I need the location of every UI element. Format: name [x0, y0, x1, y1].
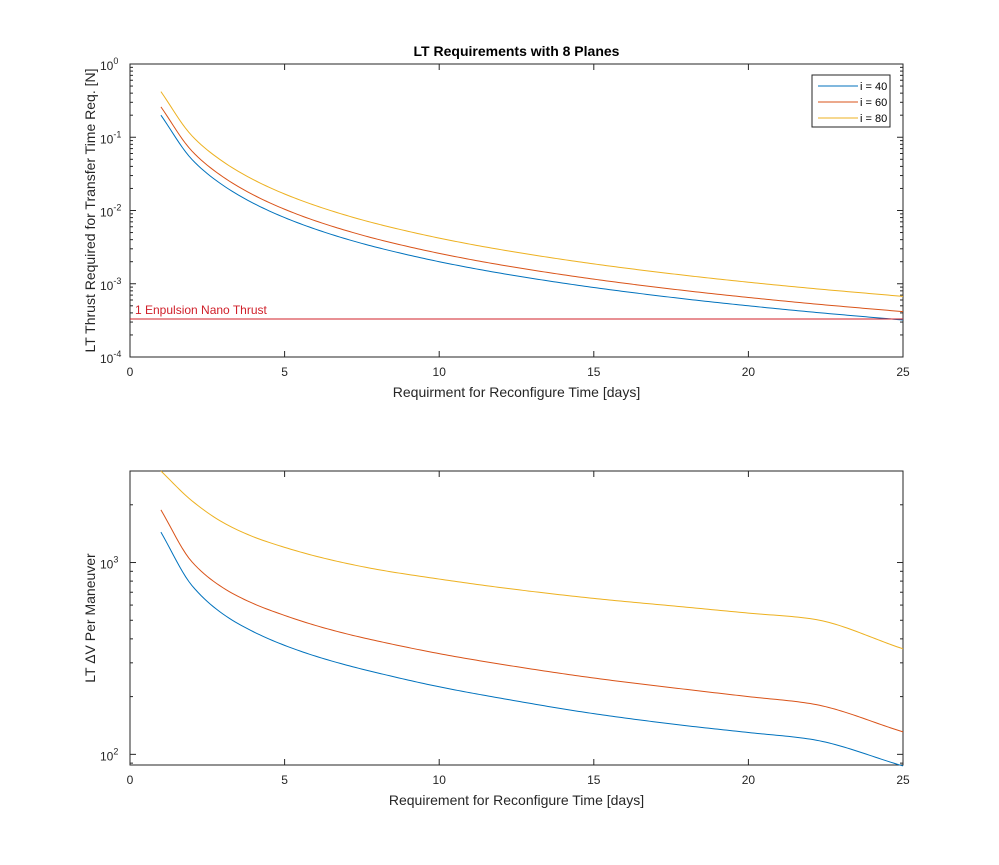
- x-tick-label: 5: [281, 773, 288, 787]
- y-tick-label: 103: [100, 555, 118, 572]
- x-tick-label: 10: [433, 773, 447, 787]
- y-axis-label: LT ΔV Per Maneuver: [82, 553, 98, 683]
- y-tick-exponent: 0: [113, 56, 118, 66]
- x-axis-label: Requirement for Reconfigure Time [days]: [389, 792, 644, 808]
- y-tick-label: 10-2: [100, 203, 121, 220]
- y-tick-label: 10-4: [100, 349, 121, 366]
- x-tick-label: 25: [896, 365, 910, 379]
- x-tick-label: 0: [127, 365, 134, 379]
- series-line-i-80: [160, 91, 904, 297]
- legend-entry-label: i = 40: [860, 81, 887, 93]
- y-tick-base: 10: [100, 59, 114, 73]
- y-tick-label: 10-3: [100, 276, 121, 293]
- y-tick-base: 10: [100, 749, 114, 763]
- y-tick-base: 10: [100, 352, 114, 366]
- y-tick-exponent: 2: [113, 746, 118, 756]
- x-tick-label: 25: [896, 773, 910, 787]
- x-tick-label: 15: [587, 773, 601, 787]
- y-tick-exponent: 3: [113, 555, 118, 565]
- y-tick-base: 10: [100, 206, 114, 220]
- y-tick-exponent: -2: [113, 203, 121, 213]
- y-tick-label: 10-1: [100, 129, 121, 146]
- y-tick-label: 100: [100, 56, 118, 73]
- x-tick-label: 5: [281, 365, 288, 379]
- y-tick-exponent: -1: [113, 129, 121, 139]
- y-axis-label: LT Thrust Required for Transfer Time Req…: [82, 69, 98, 353]
- series-line-i-40: [160, 531, 904, 767]
- y-tick-base: 10: [100, 279, 114, 293]
- legend: i = 40 i = 60 i = 80: [811, 74, 891, 128]
- y-tick-base: 10: [100, 132, 114, 146]
- legend-entry-label: i = 60: [860, 97, 887, 109]
- x-tick-label: 20: [742, 773, 756, 787]
- series-line-i-80: [160, 470, 904, 650]
- series-line-i-60: [160, 106, 904, 313]
- x-axis-label: Requirment for Reconfigure Time [days]: [393, 384, 640, 400]
- plot-area: [129, 470, 904, 766]
- x-tick-label: 20: [742, 365, 756, 379]
- legend-entry-label: i = 80: [860, 113, 887, 125]
- y-tick-exponent: -3: [113, 276, 121, 286]
- series-line-i-60: [160, 509, 904, 733]
- series-line-i-40: [160, 114, 904, 321]
- y-tick-base: 10: [100, 558, 114, 572]
- x-tick-label: 0: [127, 773, 134, 787]
- y-tick-label: 102: [100, 746, 118, 763]
- x-tick-label: 15: [587, 365, 601, 379]
- y-tick-exponent: -4: [113, 349, 121, 359]
- reference-line-label: 1 Enpulsion Nano Thrust: [135, 303, 268, 317]
- chart-title: LT Requirements with 8 Planes: [414, 43, 620, 59]
- x-tick-label: 10: [433, 365, 447, 379]
